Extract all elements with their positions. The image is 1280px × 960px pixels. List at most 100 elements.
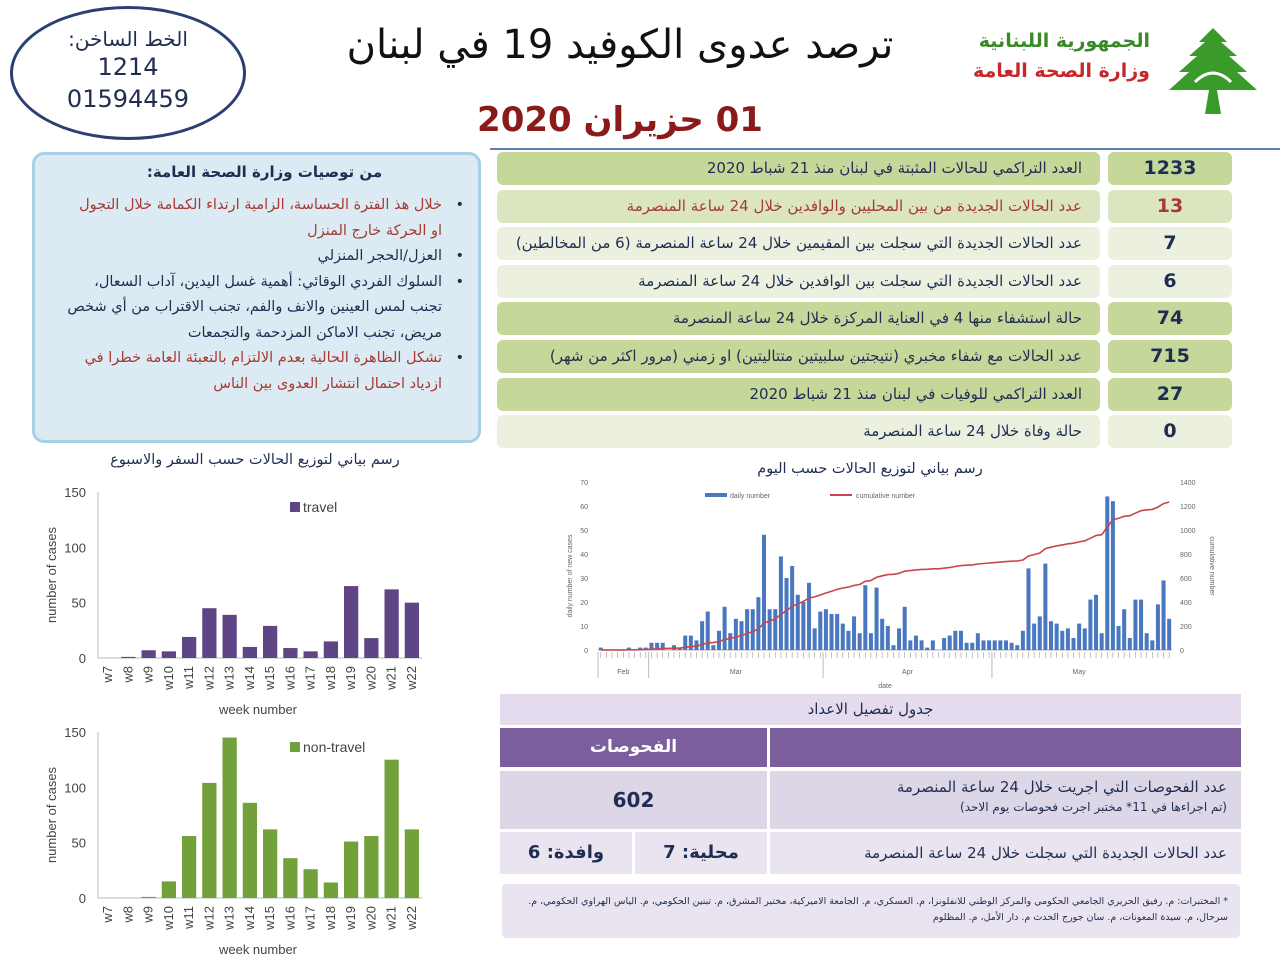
daily-bar [756,597,761,650]
tests-table: جدول تفصيل الاعداد الفحوصات 602 عدد الفح… [500,694,1241,874]
x-tick-label: w9 [141,666,156,684]
stat-label: عدد الحالات الجديدة التي سجلت بين المقيم… [497,227,1100,261]
daily-bar [1144,633,1149,650]
bar [283,858,298,898]
daily-bar [598,647,603,650]
daily-bar [795,594,800,650]
daily-bar [694,640,699,650]
x-tick-label: w9 [141,906,156,924]
tests-note: (تم اجراءها في 11* مختبر اجرت فحوصات يوم… [960,800,1227,814]
recommendation-item: السلوك الفردي الوقائي: أهمية غسل اليدين،… [65,270,464,347]
bar [263,625,278,658]
month-label: Apr [902,669,914,676]
weekly-chart-title: رسم بياني لتوزيع الحالات حسب السفر والاس… [110,452,400,468]
bar [364,836,379,898]
stat-label: حالة استشفاء منها 4 في العناية المركزة خ… [497,302,1100,336]
daily-bar [1071,638,1076,650]
daily-bar [1088,599,1093,650]
daily-bar [784,578,789,650]
y2-tick-label: 200 [1180,624,1192,631]
y-tick-label: 0 [79,651,86,666]
hotline-number-2: 01594459 [66,85,190,113]
daily-bar [1105,496,1110,650]
x-tick-label: w20 [363,906,378,931]
y-tick-label: 10 [580,624,588,631]
tests-row: 602 عدد الفحوصات التي اجريت خلال 24 ساعة… [500,771,1241,829]
x-tick-label: w16 [282,666,297,691]
bar [404,829,419,898]
x-tick-label: w14 [242,666,257,691]
y2-tick-label: 800 [1180,552,1192,559]
y-tick-label: 50 [72,836,86,851]
daily-bar [1116,626,1121,650]
daily-bar [711,645,716,650]
legend-swatch [290,742,300,752]
y-tick-label: 150 [64,485,86,500]
x-tick-label: w13 [222,666,237,691]
daily-bar [964,642,969,650]
x-tick-label: w14 [242,906,257,931]
daily-bar [823,609,828,650]
daily-bar [1026,568,1031,650]
daily-bar [1054,623,1059,650]
daily-bar [925,647,930,650]
bar [323,882,338,898]
bar [384,589,399,658]
daily-bar [863,585,868,650]
month-label: Feb [617,669,629,676]
bar [303,651,318,658]
daily-bar [953,630,958,650]
y-tick-label: 70 [580,480,588,487]
tests-table-header: الفحوصات [500,728,1241,767]
x-tick-label: w8 [120,906,135,924]
daily-bar [1015,645,1020,650]
daily-bar [1127,638,1132,650]
daily-bar [975,633,980,650]
hotline-number-1: 1214 [97,53,159,81]
daily-bar [688,635,693,650]
daily-bar [683,635,688,650]
daily-bar [1133,599,1138,650]
x-tick-label: w10 [161,666,176,691]
daily-bar [745,609,750,650]
travel-weekly-chart: 0 50 100 150 w7 w8 w9 w10 w11 w12 w13 w14 w15 w16 w17 w… [44,485,422,717]
arrival-cases: وافدة: 6 [527,842,605,863]
x-axis-label: week number [218,702,298,717]
daily-bar [1099,633,1104,650]
y-tick-label: 40 [580,552,588,559]
stat-row: 715 عدد الحالات مع شفاء مخبري (نتيجتين سل… [497,339,1232,373]
tests-value: 602 [500,771,770,829]
daily-bar [930,640,935,650]
daily-bar [1082,628,1087,650]
daily-chart-title: رسم بياني لتوزيع الحالات حسب اليوم [757,461,983,477]
daily-bar [626,647,631,650]
y-axis-label: number of cases [44,526,59,623]
bar [242,802,257,898]
daily-bar [919,640,924,650]
bar [202,608,217,658]
hotline-label: الخط الساخن: [68,27,188,51]
x-tick-label: w13 [222,906,237,931]
stat-label: حالة وفاة خلال 24 ساعة المنصرمة [497,415,1100,449]
x-tick-label: w7 [100,666,115,684]
stat-row: 7 عدد الحالات الجديدة التي سجلت بين المقي… [497,227,1232,261]
recommendation-item: خلال هذ الفترة الحساسة، الزامية ارتداء ا… [65,193,464,244]
stat-label: العدد التراكمي للوفيات في لبنان منذ 21 ش… [497,377,1100,411]
bar [323,641,338,658]
daily-bar [722,606,727,650]
month-label: May [1073,669,1087,676]
bar [161,651,176,658]
stat-label: عدد الحالات الجديدة من بين المحليين والو… [497,189,1100,223]
republic-label: الجمهورية اللبنانية [978,30,1150,52]
x-tick-label: w11 [181,906,196,930]
y2-tick-label: 1000 [1180,528,1196,535]
tests-table-caption: جدول تفصيل الاعداد [500,694,1241,725]
daily-bar [1150,640,1155,650]
stats-table: 1233 العدد التراكمي للحالات المثبتة في لب… [497,152,1232,453]
stat-value: 1233 [1108,152,1232,185]
x-axis-label: date [878,683,892,690]
bar [364,638,379,658]
daily-bar [885,626,890,650]
daily-bar [767,609,772,650]
daily-bar [1020,630,1025,650]
